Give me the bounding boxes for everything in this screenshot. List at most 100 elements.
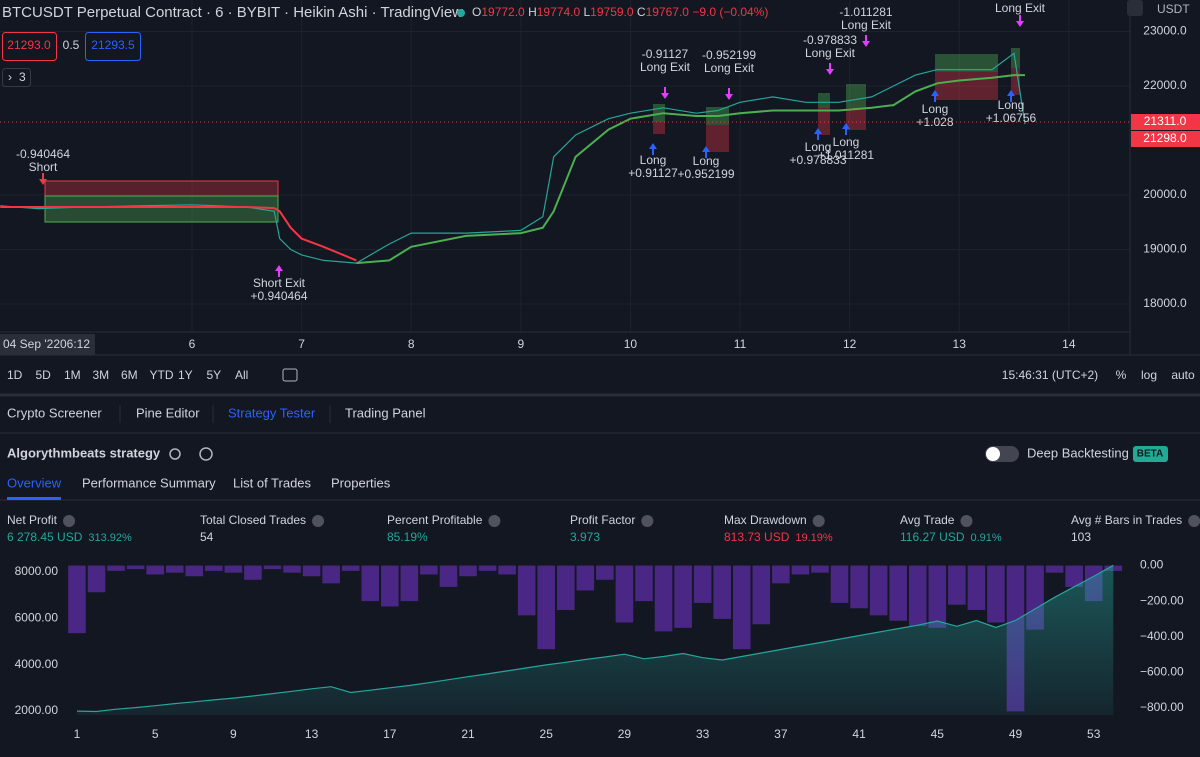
trade-box (44, 180, 279, 197)
range-button[interactable]: 6M (121, 368, 138, 382)
y-tick-label: 8000.00 (15, 564, 59, 578)
y-tick-label: 4000.00 (15, 657, 59, 671)
metric-value: 813.73 USD (724, 530, 790, 544)
metric-name: Max Drawdown (724, 513, 807, 527)
active-underline (7, 497, 61, 500)
x-tick-label: 10 (624, 337, 638, 351)
trade-box (1011, 48, 1020, 68)
info-icon[interactable] (63, 515, 76, 527)
x-tick-label: 11 (734, 337, 747, 351)
drawdown-bar (830, 565, 849, 603)
panel-tab[interactable]: Crypto Screener (7, 405, 102, 420)
range-button[interactable]: All (235, 368, 248, 382)
price-line (0, 52, 1026, 264)
range-button[interactable]: YTD (150, 368, 174, 382)
trade-label: Long (998, 98, 1025, 112)
panel-tab[interactable]: Pine Editor (136, 405, 200, 420)
metric-extra: 313.92% (88, 532, 132, 544)
change: −9.0 (−0.04%) (692, 5, 768, 19)
buy-price: 21293.5 (91, 38, 135, 52)
cursor-date: 04 Sep '22 (3, 337, 60, 351)
subtab[interactable]: Performance Summary (82, 475, 216, 490)
metric-name: Net Profit (7, 513, 58, 527)
x-tick-label: 41 (852, 727, 866, 741)
y2-tick-label: −800.00 (1140, 700, 1184, 714)
x-tick-label: 7 (298, 337, 305, 351)
trade-label: Long Exit (841, 18, 892, 32)
range-button[interactable]: 5D (36, 368, 52, 382)
trade-label: -1.011281 (839, 5, 892, 19)
metric-value: 85.19% (387, 530, 428, 544)
y-tick-label: 2000.00 (15, 703, 59, 717)
buy-button[interactable] (85, 32, 141, 61)
subtab[interactable]: List of Trades (233, 475, 312, 490)
auto-toggle[interactable]: auto (1171, 368, 1195, 382)
info-icon[interactable] (641, 515, 654, 527)
settings-icon[interactable] (1127, 0, 1143, 16)
metric-name: Avg Trade (900, 513, 955, 527)
trade-label: Long Exit (805, 46, 856, 60)
range-button[interactable]: 1M (64, 368, 81, 382)
clock: 15:46:31 (UTC+2) (1002, 368, 1098, 382)
percent-toggle[interactable]: % (1116, 368, 1127, 382)
last-price-box (1131, 114, 1200, 130)
drawdown-bar (224, 565, 243, 573)
drawdown-bar (361, 565, 380, 602)
indicators-toggle[interactable] (2, 68, 31, 87)
cursor-time: 06:12 (60, 337, 90, 351)
drawdown-bar (791, 565, 810, 575)
ohlc-value: 19767.0 (646, 5, 690, 19)
trade-label: Long (805, 140, 832, 154)
panel-tab[interactable]: Trading Panel (345, 405, 426, 420)
sell-price: 21293.0 (7, 38, 51, 52)
ohlc-value: 19774.0 (537, 5, 581, 19)
x-tick-label: 14 (1062, 337, 1076, 351)
x-tick-label: 13 (953, 337, 967, 351)
settings-icon[interactable] (169, 448, 181, 460)
last-price: 21311.0 (1144, 114, 1187, 128)
range-button[interactable]: 1D (7, 368, 23, 382)
log-toggle[interactable]: log (1141, 368, 1157, 382)
trade-box (44, 195, 279, 223)
sell-button[interactable] (2, 32, 57, 61)
date-range-icon[interactable] (282, 368, 298, 382)
drawdown-bar (948, 565, 966, 605)
x-tick-label: 49 (1009, 727, 1023, 741)
drawdown-bar (400, 565, 419, 602)
alert-icon[interactable] (199, 447, 213, 461)
info-icon[interactable] (312, 515, 325, 527)
drawdown-bar (283, 565, 301, 573)
metric-value: 103 (1071, 530, 1091, 544)
drawdown-bar (459, 565, 477, 577)
trade-box (846, 84, 866, 108)
info-icon[interactable] (812, 515, 825, 527)
drawdown-bar (615, 565, 634, 623)
drawdown-bar (556, 565, 575, 611)
beta-label: BETA (1137, 449, 1163, 460)
trailing-stop (356, 74, 1025, 265)
panel-tab[interactable]: Strategy Tester (228, 405, 316, 420)
trade-arrow (702, 146, 710, 158)
info-icon[interactable] (1188, 515, 1200, 527)
y-tick-label: 20000.0 (1143, 187, 1187, 201)
range-button[interactable]: 3M (93, 368, 110, 382)
info-icon[interactable] (488, 515, 501, 527)
range-button[interactable]: 1Y (178, 368, 193, 382)
drawdown-bar (850, 565, 868, 609)
info-icon[interactable] (960, 515, 973, 527)
y2-tick-label: −400.00 (1140, 629, 1184, 643)
subtab[interactable]: Properties (331, 475, 391, 490)
drawdown-bar (928, 565, 947, 628)
drawdown-bar (107, 565, 125, 571)
trade-box (935, 72, 998, 100)
subtab[interactable]: Overview (7, 475, 62, 490)
trade-label: Long Exit (995, 1, 1046, 15)
y2-tick-label: 0.00 (1140, 558, 1164, 572)
trade-label: Long (833, 135, 860, 149)
y-tick-label: 18000.0 (1143, 296, 1187, 310)
range-button[interactable]: 5Y (207, 368, 222, 382)
x-tick-label: 25 (540, 727, 554, 741)
currency: USDT (1157, 2, 1190, 16)
metric-name: Profit Factor (570, 513, 635, 527)
range-bar: 1D 5D 1M 3M 6M YTD 1Y 5Y All (7, 368, 248, 382)
